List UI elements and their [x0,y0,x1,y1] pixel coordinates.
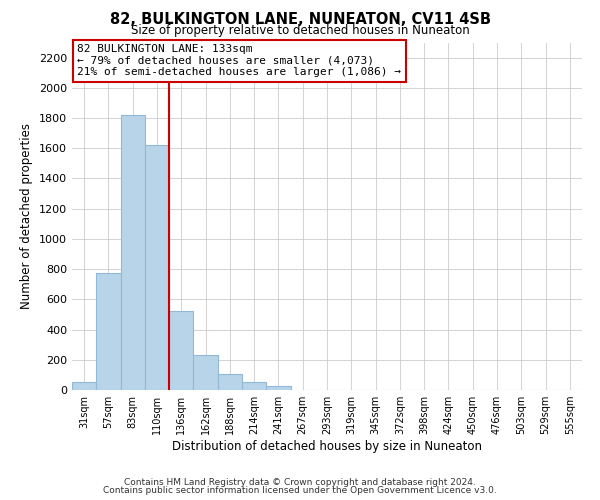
Bar [169,312,193,390]
Text: Contains public sector information licensed under the Open Government Licence v3: Contains public sector information licen… [103,486,497,495]
Y-axis label: Number of detached properties: Number of detached properties [20,123,34,309]
Bar [242,382,266,390]
Text: Size of property relative to detached houses in Nuneaton: Size of property relative to detached ho… [131,24,469,37]
X-axis label: Distribution of detached houses by size in Nuneaton: Distribution of detached houses by size … [172,440,482,453]
Bar [193,355,218,390]
Bar [218,374,242,390]
Text: Contains HM Land Registry data © Crown copyright and database right 2024.: Contains HM Land Registry data © Crown c… [124,478,476,487]
Text: 82 BULKINGTON LANE: 133sqm
← 79% of detached houses are smaller (4,073)
21% of s: 82 BULKINGTON LANE: 133sqm ← 79% of deta… [77,44,401,78]
Bar [145,145,169,390]
Bar [266,386,290,390]
Bar [72,382,96,390]
Bar [96,273,121,390]
Bar [121,115,145,390]
Text: 82, BULKINGTON LANE, NUNEATON, CV11 4SB: 82, BULKINGTON LANE, NUNEATON, CV11 4SB [110,12,491,28]
